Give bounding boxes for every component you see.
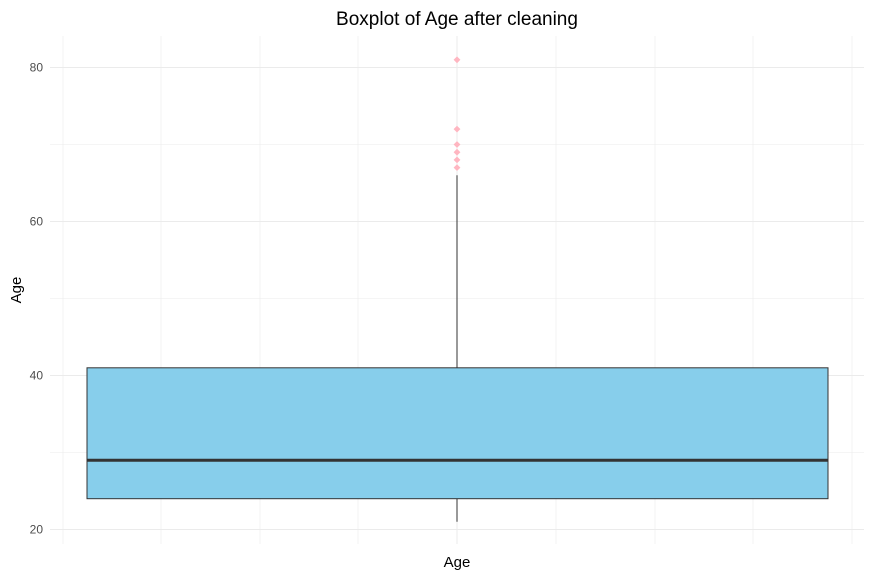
box-iqr <box>86 367 829 500</box>
outlier-point <box>453 156 461 164</box>
chart-title: Boxplot of Age after cleaning <box>336 9 578 30</box>
outlier-point <box>453 56 461 64</box>
boxplot <box>86 175 829 522</box>
y-axis-ticks: 20 40 60 80 <box>30 61 44 537</box>
outlier-point <box>453 141 461 148</box>
outlier-point <box>453 148 461 156</box>
outlier-points <box>453 56 461 171</box>
x-axis-title: Age <box>444 554 471 571</box>
y-tick-label: 40 <box>30 369 44 383</box>
y-tick-label: 60 <box>30 215 44 229</box>
y-axis-title: Age <box>8 277 25 304</box>
outlier-point <box>453 125 461 133</box>
y-tick-label: 20 <box>30 523 44 537</box>
y-tick-label: 80 <box>30 61 44 75</box>
outlier-point <box>453 164 461 171</box>
